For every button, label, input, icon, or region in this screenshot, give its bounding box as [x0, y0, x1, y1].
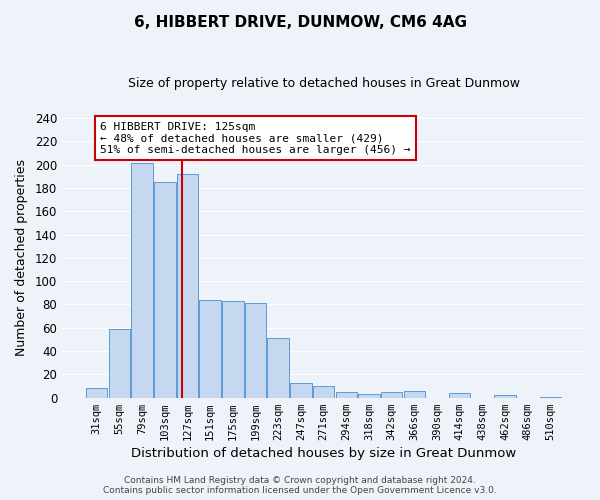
Bar	[268, 338, 289, 398]
Bar	[154, 182, 176, 398]
Text: Contains public sector information licensed under the Open Government Licence v3: Contains public sector information licen…	[103, 486, 497, 495]
Bar	[335, 392, 357, 398]
Bar	[222, 301, 244, 398]
Text: Contains HM Land Registry data © Crown copyright and database right 2024.: Contains HM Land Registry data © Crown c…	[124, 476, 476, 485]
Bar	[313, 386, 334, 398]
Bar	[404, 390, 425, 398]
Bar	[109, 329, 130, 398]
Bar	[131, 164, 153, 398]
Bar	[86, 388, 107, 398]
Bar	[245, 304, 266, 398]
Bar	[358, 394, 380, 398]
Y-axis label: Number of detached properties: Number of detached properties	[15, 160, 28, 356]
Bar	[176, 174, 198, 398]
Bar	[449, 393, 470, 398]
Title: Size of property relative to detached houses in Great Dunmow: Size of property relative to detached ho…	[128, 78, 520, 90]
Bar	[290, 382, 311, 398]
Bar	[199, 300, 221, 398]
Text: 6 HIBBERT DRIVE: 125sqm
← 48% of detached houses are smaller (429)
51% of semi-d: 6 HIBBERT DRIVE: 125sqm ← 48% of detache…	[100, 122, 410, 155]
X-axis label: Distribution of detached houses by size in Great Dunmow: Distribution of detached houses by size …	[131, 447, 516, 460]
Bar	[539, 396, 561, 398]
Bar	[494, 396, 516, 398]
Bar	[381, 392, 403, 398]
Text: 6, HIBBERT DRIVE, DUNMOW, CM6 4AG: 6, HIBBERT DRIVE, DUNMOW, CM6 4AG	[133, 15, 467, 30]
